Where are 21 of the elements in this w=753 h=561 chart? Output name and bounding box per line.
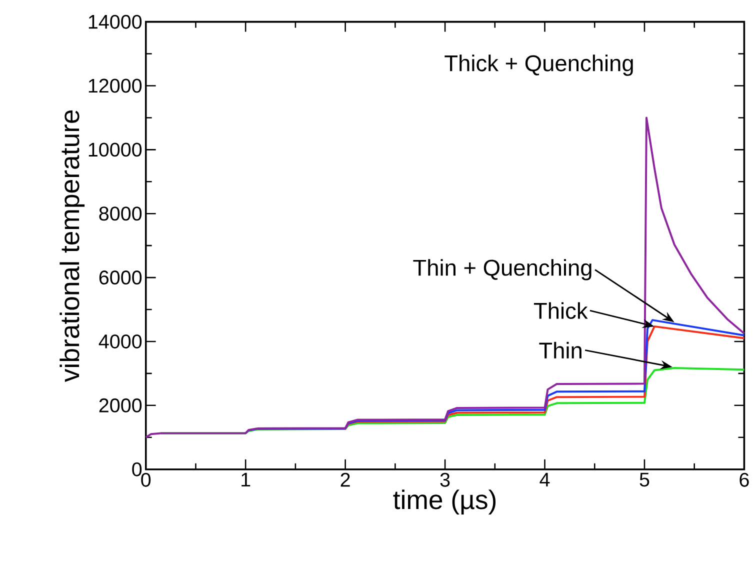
- x-tick-label: 4: [540, 473, 550, 487]
- annotation: Thick: [534, 302, 588, 320]
- x-tick-label: 2: [340, 473, 350, 487]
- x-tick-label: 3: [440, 473, 450, 488]
- x-axis-title: time (µs): [393, 490, 496, 515]
- y-tick-label: 14000: [88, 15, 142, 30]
- y-tick-label: 4000: [98, 334, 142, 349]
- y-tick-label: 10000: [88, 142, 142, 157]
- y-tick-label: 2000: [99, 398, 142, 413]
- x-tick-label: 6: [740, 473, 749, 488]
- x-tick-label: 0: [141, 473, 151, 488]
- annotation: Thin: [539, 342, 582, 359]
- y-tick-label: 8000: [99, 206, 142, 221]
- y-tick-label: 0: [132, 462, 142, 477]
- annotation: Thick + Quenching: [444, 54, 633, 76]
- y-tick-label: 12000: [88, 78, 142, 93]
- x-tick-label: 5: [640, 473, 650, 487]
- y-axis-title: vibrational temperature: [60, 110, 85, 382]
- y-tick-label: 6000: [99, 270, 142, 285]
- annotation: Thin + Quenching: [413, 259, 592, 280]
- x-tick-label: 1: [242, 473, 250, 487]
